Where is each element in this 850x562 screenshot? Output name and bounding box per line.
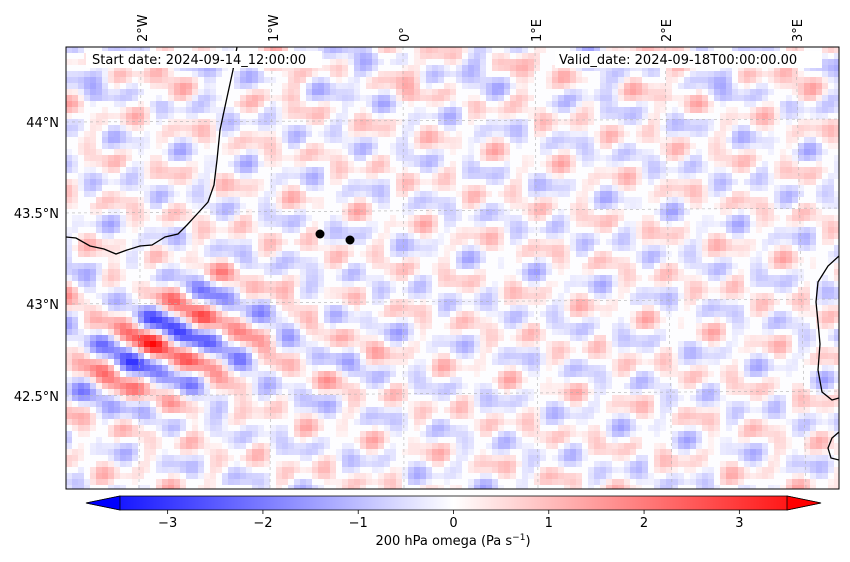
lat-label-43-5n: 43.5°N xyxy=(14,207,59,222)
colorbar-min-extend xyxy=(85,495,121,511)
colorbar-tick-label: 0 xyxy=(449,516,457,531)
lat-label-42-5n: 42.5°N xyxy=(14,390,59,405)
valid-date-label: Valid_date: 2024-09-18T00:00:00.00 xyxy=(559,53,797,68)
coastline xyxy=(66,47,839,461)
point-marker-1 xyxy=(315,229,325,239)
colorbar-tick-label: −2 xyxy=(253,516,272,531)
start-date-box xyxy=(86,51,322,68)
point-marker-2 xyxy=(345,235,355,245)
map-frame xyxy=(65,46,840,490)
map-panel: Start date: 2024-09-14_12:00:00 Valid_da… xyxy=(65,46,840,490)
valid-date-box xyxy=(555,51,822,68)
colorbar-max-extend xyxy=(786,495,822,511)
lon-label-2w: 2°W xyxy=(136,14,151,42)
colorbar: −3 −2 −1 0 1 2 3 200 hPa omega (Pa s−1) xyxy=(85,495,822,549)
graticule xyxy=(65,46,840,490)
colorbar-ticks: −3 −2 −1 0 1 2 3 xyxy=(158,510,743,531)
lat-label-44n: 44°N xyxy=(26,116,59,131)
lon-label-3e: 3°E xyxy=(791,19,806,42)
lon-label-1w: 1°W xyxy=(267,14,282,42)
colorbar-strip xyxy=(85,495,822,511)
colorbar-tick-label: 1 xyxy=(545,516,553,531)
colorbar-tick-label: −1 xyxy=(349,516,368,531)
colorbar-tick-label: 2 xyxy=(640,516,648,531)
longitude-labels: 2°W 1°W 0° 1°E 2°E 3°E xyxy=(136,14,806,42)
lon-label-2e: 2°E xyxy=(660,19,675,42)
colorbar-tick-label: 3 xyxy=(735,516,743,531)
colorbar-tick-label: −3 xyxy=(158,516,177,531)
lon-label-1e: 1°E xyxy=(530,19,545,42)
lon-label-0: 0° xyxy=(398,27,413,42)
latitude-labels: 44°N 43.5°N 43°N 42.5°N xyxy=(14,116,59,405)
start-date-label: Start date: 2024-09-14_12:00:00 xyxy=(92,53,306,68)
colorbar-label: 200 hPa omega (Pa s−1) xyxy=(375,533,530,549)
lat-label-43n: 43°N xyxy=(26,298,59,313)
